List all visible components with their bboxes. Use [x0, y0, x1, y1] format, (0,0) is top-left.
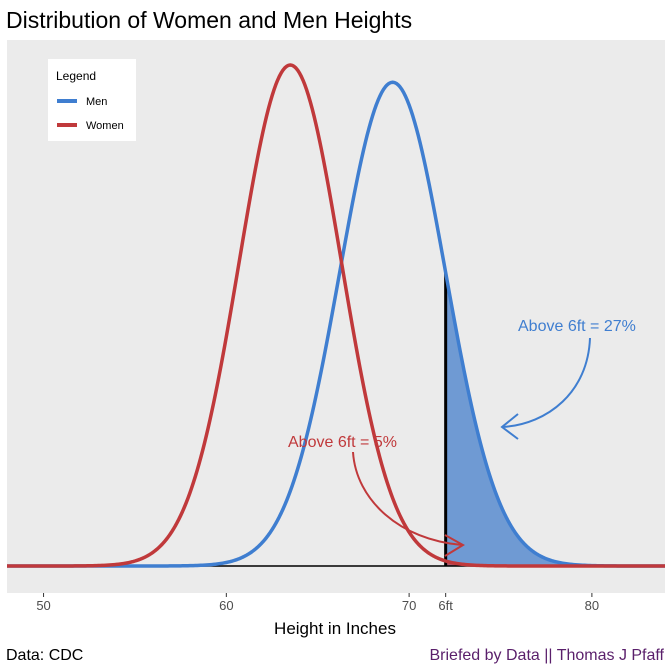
legend: Legend Men Women — [48, 59, 136, 141]
arrow-men — [502, 337, 591, 428]
legend-label-men: Men — [86, 96, 107, 108]
x-tick-50-label: 50 — [36, 598, 50, 613]
tail-area-men — [445, 272, 665, 566]
chart-title: Distribution of Women and Men Heights — [6, 7, 412, 33]
legend-title: Legend — [56, 69, 96, 83]
annotation-men: Above 6ft = 27% — [518, 318, 636, 335]
curve-women — [7, 63, 665, 568]
x-tick-70-label: 70 — [402, 598, 416, 613]
arrowhead-women — [444, 534, 465, 557]
arrow-women — [352, 451, 463, 546]
x-axis-label: Height in Inches — [274, 619, 396, 638]
credit-line: Briefed by Data || Thomas J Pfaff — [430, 647, 665, 664]
x-tick-60-label: 60 — [219, 598, 233, 613]
data-source: Data: CDC — [6, 647, 83, 664]
annotation-women: Above 6ft = 5% — [288, 434, 397, 451]
arrowhead-men — [500, 413, 519, 440]
legend-label-women: Women — [86, 120, 124, 132]
x-tick-80-label: 80 — [585, 598, 599, 613]
x-tick-6ft-label: 6ft — [438, 598, 453, 613]
